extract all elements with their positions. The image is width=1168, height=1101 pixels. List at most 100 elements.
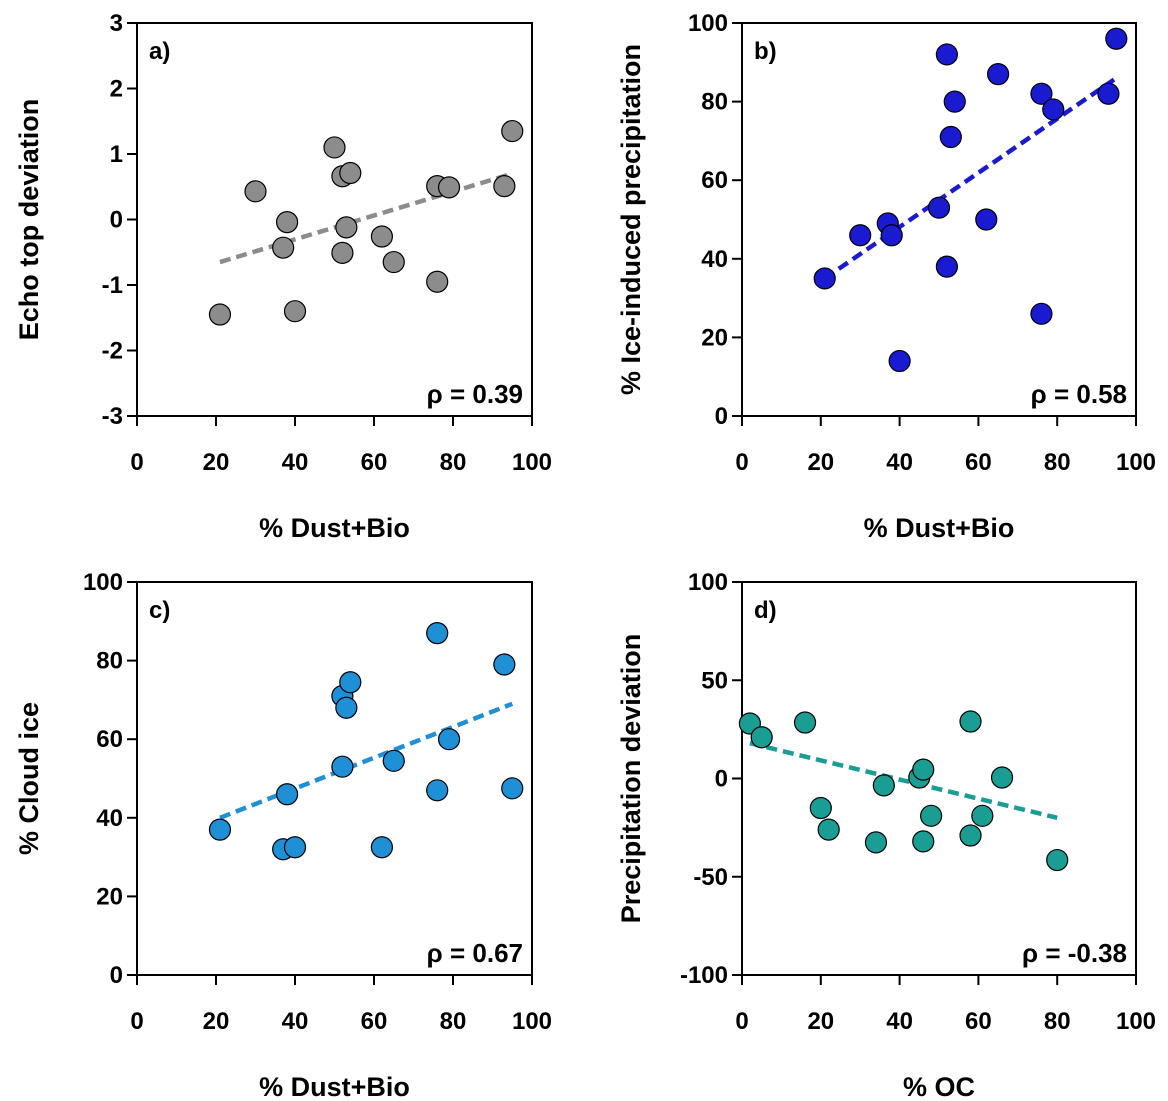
data-point bbox=[370, 225, 393, 248]
y-tick-label: 0 bbox=[715, 403, 728, 430]
y-tick-label: 100 bbox=[83, 569, 123, 596]
y-tick-label: 2 bbox=[110, 76, 123, 103]
data-point bbox=[382, 749, 405, 772]
y-tick-label: 0 bbox=[715, 766, 728, 793]
y-tick-label: 3 bbox=[110, 10, 123, 37]
x-axis-label: % Dust+Bio bbox=[259, 513, 410, 543]
y-tick-label: -50 bbox=[693, 864, 728, 891]
x-axis-label: % Dust+Bio bbox=[259, 1072, 410, 1101]
y-tick-label: 80 bbox=[701, 89, 728, 116]
y-tick-label: 20 bbox=[96, 883, 123, 910]
data-point bbox=[208, 818, 232, 841]
x-tick-label: 80 bbox=[1044, 1008, 1071, 1035]
data-point bbox=[750, 726, 773, 749]
trendline bbox=[219, 701, 514, 820]
data-point bbox=[208, 303, 232, 326]
data-point bbox=[971, 804, 994, 827]
y-tick-label: -2 bbox=[102, 338, 123, 365]
data-point bbox=[272, 236, 295, 259]
data-point bbox=[335, 696, 358, 719]
data-point bbox=[849, 224, 872, 247]
data-point bbox=[880, 224, 903, 247]
data-point bbox=[912, 758, 935, 781]
data-point bbox=[920, 804, 943, 827]
data-point bbox=[493, 174, 516, 198]
data-point bbox=[323, 136, 346, 159]
data-point bbox=[1030, 302, 1053, 325]
data-point bbox=[1097, 82, 1120, 105]
data-point bbox=[813, 267, 836, 290]
data-point bbox=[912, 830, 935, 853]
x-tick-label: 100 bbox=[1116, 1008, 1156, 1035]
data-point bbox=[335, 216, 358, 239]
x-tick-label: 20 bbox=[203, 449, 230, 476]
y-tick-label: -3 bbox=[102, 403, 123, 430]
correlation-annotation: ρ = 0.67 bbox=[427, 938, 523, 968]
y-axis-label: % Ice-induced precipitation bbox=[616, 44, 646, 395]
y-tick-label: 100 bbox=[688, 10, 728, 37]
data-point bbox=[493, 653, 516, 676]
y-tick-label: -1 bbox=[102, 272, 123, 299]
x-tick-label: 0 bbox=[735, 1008, 748, 1035]
data-point bbox=[339, 671, 362, 694]
data-point bbox=[990, 766, 1014, 789]
data-point bbox=[501, 119, 524, 143]
x-axis-label: % OC bbox=[903, 1072, 975, 1101]
data-point bbox=[283, 300, 307, 323]
data-point bbox=[339, 161, 362, 185]
data-point bbox=[927, 196, 951, 219]
x-tick-label: 100 bbox=[512, 449, 552, 476]
y-tick-label: 40 bbox=[701, 246, 728, 273]
data-point bbox=[872, 774, 895, 797]
x-tick-label: 40 bbox=[886, 449, 913, 476]
x-tick-label: 40 bbox=[282, 1008, 309, 1035]
panel-d: -100 -50 0 50 100 0 20 40 60 80 100 d) ρ = -0.38 % OC… bbox=[616, 569, 1156, 1101]
y-axis-label: Echo top deviation bbox=[14, 99, 44, 341]
y-tick-label: 50 bbox=[701, 667, 728, 694]
data-point bbox=[426, 779, 449, 802]
data-point bbox=[935, 255, 958, 278]
data-point bbox=[959, 824, 982, 847]
panel-b: 0 20 40 60 80 100 0 20 40 60 80 100 b) ρ = 0.58 % Dust… bbox=[616, 10, 1156, 543]
plot-frame bbox=[136, 581, 533, 976]
x-tick-label: 40 bbox=[886, 1008, 913, 1035]
x-tick-label: 80 bbox=[440, 1008, 467, 1035]
data-point bbox=[331, 755, 354, 778]
data-point bbox=[426, 270, 449, 293]
y-axis-label: Precipitation deviation bbox=[616, 634, 646, 924]
panel-c: 0 20 40 60 80 100 0 20 40 60 80 100 c) ρ = 0.67 % Dust… bbox=[14, 569, 552, 1101]
x-tick-label: 20 bbox=[203, 1008, 230, 1035]
data-point bbox=[244, 180, 267, 203]
panel-label: a) bbox=[149, 38, 170, 65]
panel-label: c) bbox=[149, 597, 170, 624]
data-point bbox=[382, 250, 405, 274]
plot-frame bbox=[741, 581, 1137, 976]
y-tick-label: 80 bbox=[96, 648, 123, 675]
x-tick-label: 100 bbox=[1116, 449, 1156, 476]
data-point bbox=[809, 796, 832, 820]
data-point bbox=[975, 208, 998, 231]
data-point bbox=[1042, 98, 1065, 121]
data-point bbox=[1046, 848, 1069, 872]
x-tick-label: 20 bbox=[807, 1008, 834, 1035]
data-point bbox=[1030, 82, 1053, 105]
x-axis-label: % Dust+Bio bbox=[864, 513, 1015, 543]
x-tick-label: 80 bbox=[1044, 449, 1071, 476]
y-axis-label: % Cloud ice bbox=[14, 702, 44, 855]
x-tick-label: 80 bbox=[440, 449, 467, 476]
data-point bbox=[370, 836, 393, 859]
data-point bbox=[437, 728, 461, 751]
data-point bbox=[986, 62, 1010, 86]
correlation-annotation: ρ = 0.58 bbox=[1031, 379, 1127, 409]
x-tick-label: 60 bbox=[361, 1008, 388, 1035]
panel-label: d) bbox=[754, 597, 777, 624]
y-tick-label: 20 bbox=[701, 324, 728, 351]
data-point bbox=[437, 176, 461, 199]
y-tick-label: 100 bbox=[688, 569, 728, 596]
data-point bbox=[276, 783, 299, 806]
data-point bbox=[793, 711, 817, 734]
panel-a: -3 -2 -1 0 1 2 3 0 20 40 60 80 100 a) ρ = 0.39 % Dust+B… bbox=[14, 10, 552, 543]
data-point bbox=[331, 241, 354, 265]
y-tick-label: 1 bbox=[110, 141, 123, 168]
